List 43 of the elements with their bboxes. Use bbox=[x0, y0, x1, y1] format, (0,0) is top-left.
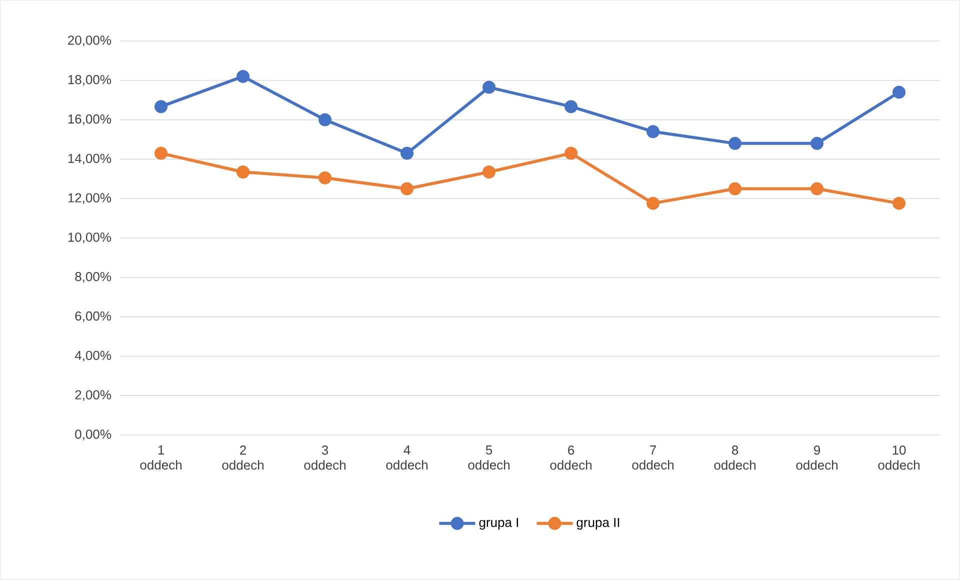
x-tick-label: 6 oddech bbox=[550, 446, 592, 470]
point bbox=[482, 80, 496, 94]
point bbox=[318, 171, 332, 184]
x-tick-label: 10 oddech bbox=[878, 446, 920, 470]
y-tick-label: 20,00% bbox=[68, 36, 112, 46]
y-tick-label: 2,00% bbox=[75, 390, 112, 401]
point bbox=[154, 146, 168, 160]
point bbox=[810, 182, 824, 196]
point bbox=[236, 165, 250, 178]
point bbox=[564, 100, 578, 114]
point bbox=[728, 182, 742, 196]
x-tick-label: 9 oddech bbox=[796, 446, 838, 470]
y-tick-label: 18,00% bbox=[68, 75, 112, 86]
point bbox=[810, 136, 824, 150]
x-tick-label: 4 oddech bbox=[386, 446, 428, 470]
x-tick-label: 8 oddech bbox=[714, 446, 756, 470]
x-tick-label: 2 oddech bbox=[222, 446, 264, 470]
x-tick-label: 3 oddech bbox=[304, 446, 346, 470]
y-tick-label: 0,00% bbox=[75, 430, 112, 440]
legend-label: grupa I bbox=[479, 518, 518, 530]
point bbox=[646, 125, 660, 138]
y-tick-label: 10,00% bbox=[68, 232, 112, 244]
x-tick-label: 1 oddech bbox=[140, 446, 182, 470]
point bbox=[154, 100, 168, 114]
y-tick-label: 16,00% bbox=[68, 114, 112, 126]
legend-label: grupa II bbox=[576, 518, 620, 530]
point bbox=[400, 182, 414, 196]
x-tick-label: 5 oddech bbox=[468, 446, 510, 470]
y-tick-label: 8,00% bbox=[75, 272, 112, 283]
point bbox=[236, 70, 250, 83]
y-tick-label: 6,00% bbox=[75, 311, 112, 322]
point bbox=[318, 113, 332, 126]
point bbox=[892, 86, 906, 99]
y-tick-label: 12,00% bbox=[68, 193, 112, 204]
x-tick-label: 7 oddech bbox=[632, 446, 674, 470]
point bbox=[728, 136, 742, 150]
point bbox=[646, 196, 660, 210]
point bbox=[482, 165, 496, 178]
y-tick-label: 14,00% bbox=[68, 154, 112, 165]
point bbox=[892, 196, 906, 210]
point bbox=[400, 146, 414, 160]
point bbox=[564, 146, 578, 160]
y-tick-label: 4,00% bbox=[74, 350, 112, 362]
